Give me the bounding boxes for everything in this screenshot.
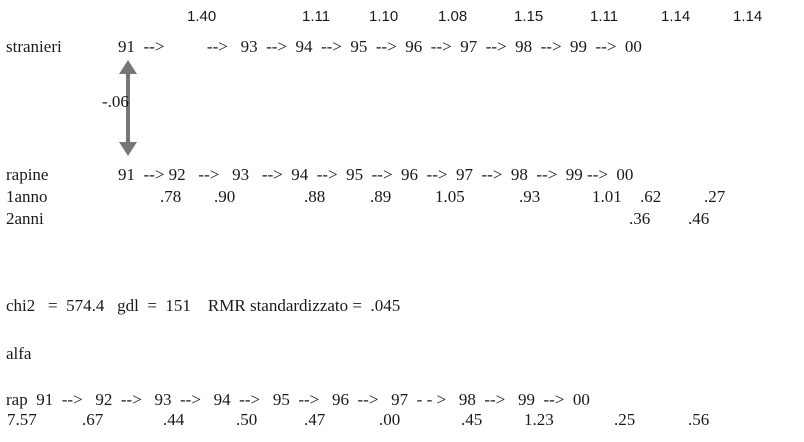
- lag1-value-7: 1.01: [592, 187, 622, 206]
- correlation-value: -.06: [102, 92, 129, 111]
- fit-statistics: chi2 = 574.4 gdl = 151 RMR standardizzat…: [6, 296, 401, 315]
- alfa-value-5: .47: [304, 410, 326, 429]
- lag1-value-4: .89: [370, 187, 392, 206]
- stranieri-sequence: 91 --> --> 93 --> 94 --> 95 --> 96 --> 9…: [118, 37, 642, 56]
- lag1-value-1: .78: [160, 187, 182, 206]
- rapine-sequence: 91 --> 92 --> 93 --> 94 --> 95 --> 96 --…: [118, 165, 634, 184]
- stranieri-coef-7: 1.14: [661, 8, 691, 25]
- alfa-sequence: rap 91 --> 92 --> 93 --> 94 --> 95 --> 9…: [6, 390, 590, 409]
- lag2-value-1: .36: [629, 209, 651, 228]
- alfa-value-1: 7.57: [7, 410, 37, 429]
- alfa-value-9: .25: [614, 410, 636, 429]
- stranieri-label: stranieri: [6, 37, 62, 56]
- alfa-label: alfa: [6, 344, 32, 363]
- rapine-label: rapine: [6, 165, 49, 184]
- lag2-value-2: .46: [688, 209, 710, 228]
- stranieri-coef-8: 1.14: [733, 8, 763, 25]
- lag1-label: 1anno: [6, 187, 48, 206]
- alfa-value-2: .67: [82, 410, 104, 429]
- lag1-value-9: .27: [704, 187, 726, 206]
- lag1-value-5: 1.05: [435, 187, 465, 206]
- lag1-value-6: .93: [519, 187, 541, 206]
- alfa-value-4: .50: [236, 410, 258, 429]
- double-headed-arrow-icon: [119, 60, 137, 156]
- alfa-value-6: .00: [379, 410, 401, 429]
- alfa-value-7: .45: [461, 410, 483, 429]
- alfa-value-8: 1.23: [524, 410, 554, 429]
- stranieri-coef-2: 1.11: [302, 8, 331, 25]
- lag1-value-8: .62: [640, 187, 662, 206]
- stranieri-coef-4: 1.08: [438, 8, 468, 25]
- alfa-value-10: .56: [688, 410, 710, 429]
- stranieri-coef-3: 1.10: [369, 8, 399, 25]
- lag1-value-2: .90: [214, 187, 236, 206]
- stranieri-coef-5: 1.15: [514, 8, 544, 25]
- lag1-value-3: .88: [304, 187, 326, 206]
- alfa-value-3: .44: [163, 410, 185, 429]
- stranieri-coef-1: 1.40: [187, 8, 217, 25]
- stranieri-coef-6: 1.11: [590, 8, 619, 25]
- lag2-label: 2anni: [6, 209, 44, 228]
